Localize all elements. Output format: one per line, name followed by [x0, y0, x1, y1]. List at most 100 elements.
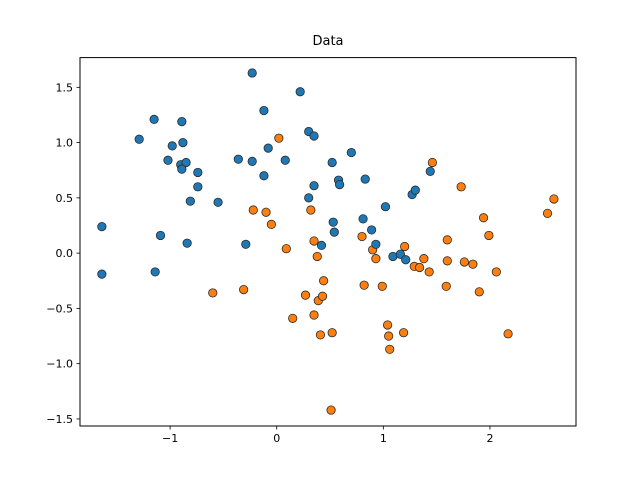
data-point	[295, 87, 305, 97]
data-point	[149, 114, 159, 124]
data-point	[247, 156, 257, 166]
y-tick-label: −0.5	[46, 302, 73, 315]
data-point	[97, 269, 107, 279]
data-point	[367, 225, 377, 235]
data-point	[97, 222, 107, 232]
data-point	[193, 182, 203, 192]
data-point	[382, 320, 393, 330]
data-point	[300, 290, 311, 300]
data-point	[248, 205, 258, 215]
data-point	[213, 197, 223, 207]
data-point	[182, 238, 192, 248]
x-axis: −1 0 1 2	[162, 426, 493, 445]
data-point	[241, 239, 251, 249]
y-tick-label: 1.5	[56, 81, 74, 94]
data-point	[304, 193, 314, 203]
data-point	[358, 214, 368, 224]
data-point	[419, 254, 429, 264]
data-point	[134, 134, 144, 144]
data-point	[456, 182, 466, 192]
data-point	[478, 213, 489, 223]
data-point	[177, 117, 187, 127]
data-point	[359, 280, 369, 290]
data-point	[167, 141, 177, 151]
data-point	[163, 155, 173, 165]
y-tick-label: 0.0	[56, 247, 74, 260]
data-point	[328, 217, 338, 227]
data-point	[549, 194, 559, 204]
data-point	[327, 157, 337, 168]
data-point	[442, 256, 452, 266]
data-point	[150, 267, 160, 277]
y-tick-label: 1.0	[56, 137, 74, 150]
data-point	[315, 330, 326, 340]
data-point	[468, 259, 478, 269]
data-point	[384, 331, 394, 341]
data-point	[233, 154, 243, 164]
data-point	[414, 262, 425, 273]
data-point	[261, 207, 271, 217]
data-point	[380, 202, 391, 212]
series-class-1-orange	[208, 133, 559, 415]
data-point	[306, 205, 316, 215]
data-point	[442, 235, 452, 245]
data-point	[395, 249, 405, 259]
data-point	[360, 174, 370, 184]
data-point	[178, 138, 188, 148]
data-point	[398, 328, 409, 338]
data-point	[371, 254, 381, 264]
data-point	[319, 276, 329, 286]
data-point	[309, 236, 319, 246]
data-point	[491, 267, 501, 277]
data-point	[484, 230, 494, 241]
series-class-0-blue	[97, 68, 435, 279]
data-point	[385, 344, 395, 354]
data-point	[441, 281, 451, 291]
data-point	[410, 185, 420, 195]
data-point	[542, 208, 553, 218]
data-point	[309, 131, 319, 141]
data-point	[357, 231, 367, 242]
y-tick-label: −1.5	[46, 413, 73, 426]
data-point	[185, 196, 195, 206]
data-point	[317, 291, 328, 301]
data-point	[401, 255, 411, 265]
data-point	[327, 328, 337, 338]
data-point	[425, 166, 435, 176]
data-point	[208, 288, 218, 298]
data-point	[259, 171, 269, 181]
data-point	[316, 240, 327, 250]
data-point	[263, 143, 273, 153]
data-point	[503, 329, 513, 339]
data-point	[346, 147, 356, 158]
x-tick-label: 2	[486, 432, 493, 445]
data-point	[424, 267, 434, 277]
data-point	[474, 287, 484, 297]
chart-title: Data	[312, 34, 343, 49]
data-point	[259, 105, 269, 116]
y-tick-label: −1.0	[46, 358, 73, 371]
data-point	[266, 219, 276, 229]
data-point	[459, 257, 469, 267]
data-point	[239, 284, 249, 295]
data-point	[309, 181, 319, 191]
data-point	[326, 405, 336, 415]
axes-background	[80, 57, 576, 426]
data-point	[155, 230, 166, 241]
data-point	[177, 164, 187, 174]
axes-spines	[79, 57, 577, 427]
data-point	[288, 313, 298, 323]
data-point	[335, 180, 345, 190]
data-point	[247, 68, 257, 78]
data-point	[181, 157, 191, 168]
data-point	[281, 244, 291, 254]
x-tick-label: −1	[162, 432, 178, 445]
data-point	[274, 133, 284, 143]
data-point	[377, 281, 387, 291]
data-point	[280, 155, 290, 165]
data-point	[312, 251, 322, 262]
x-tick-label: 0	[273, 432, 280, 445]
data-point	[400, 241, 410, 252]
points-layer	[97, 68, 559, 415]
